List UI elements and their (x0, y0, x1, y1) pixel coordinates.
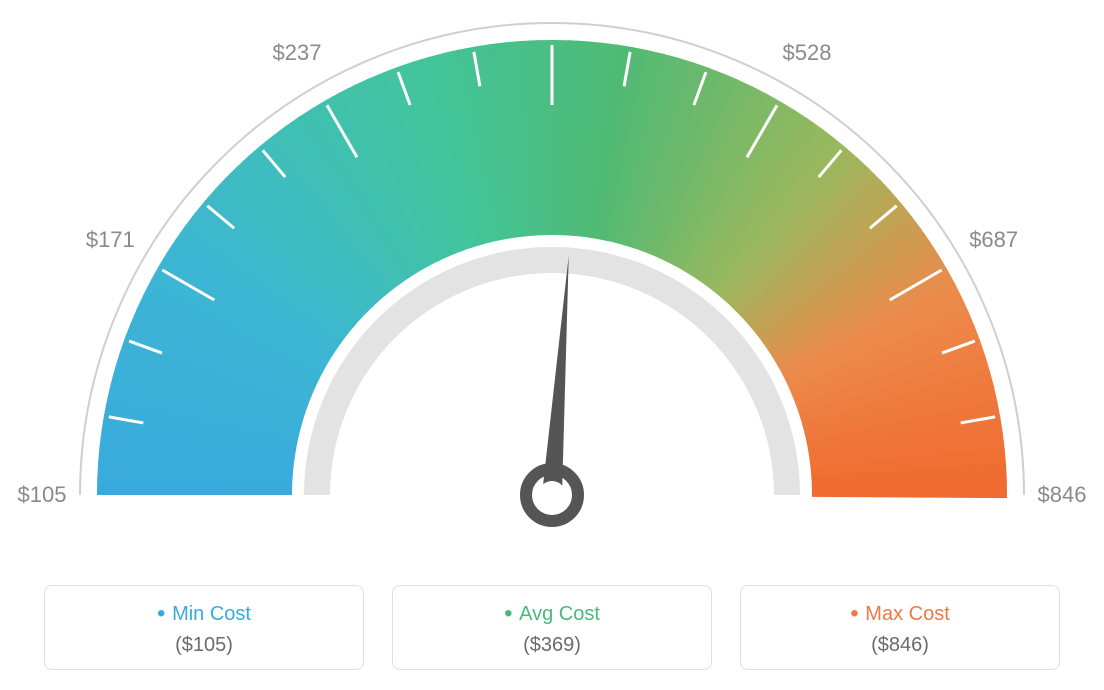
gauge-tick-label: $171 (86, 227, 135, 253)
legend-value: ($369) (403, 634, 701, 657)
gauge-needle (542, 256, 569, 496)
gauge-needle-hub-center (538, 481, 566, 509)
gauge-tick-label: $846 (1038, 482, 1087, 508)
gauge-tick-label: $237 (273, 40, 322, 66)
legend-label: Avg Cost (403, 600, 701, 628)
legend-value: ($105) (55, 634, 353, 657)
legend-card-avg: Avg Cost ($369) (392, 585, 712, 670)
gauge-svg (0, 0, 1104, 560)
cost-gauge-chart: $105$171$237$369$528$687$846 Min Cost($1… (0, 0, 1104, 690)
legend-row: Min Cost ($105) Avg Cost ($369) Max Cost ($84… (0, 585, 1104, 670)
gauge-tick-label: $528 (783, 40, 832, 66)
legend-value: ($846) (751, 634, 1049, 657)
gauge-tick-label: $687 (969, 227, 1018, 253)
gauge-area: $105$171$237$369$528$687$846 (0, 0, 1104, 560)
legend-card-min: Min Cost ($105) (44, 585, 364, 670)
legend-label: Max Cost (751, 600, 1049, 628)
legend-label: Min Cost (55, 600, 353, 628)
legend-card-max: Max Cost ($846) (740, 585, 1060, 670)
gauge-tick-label: $105 (18, 482, 67, 508)
